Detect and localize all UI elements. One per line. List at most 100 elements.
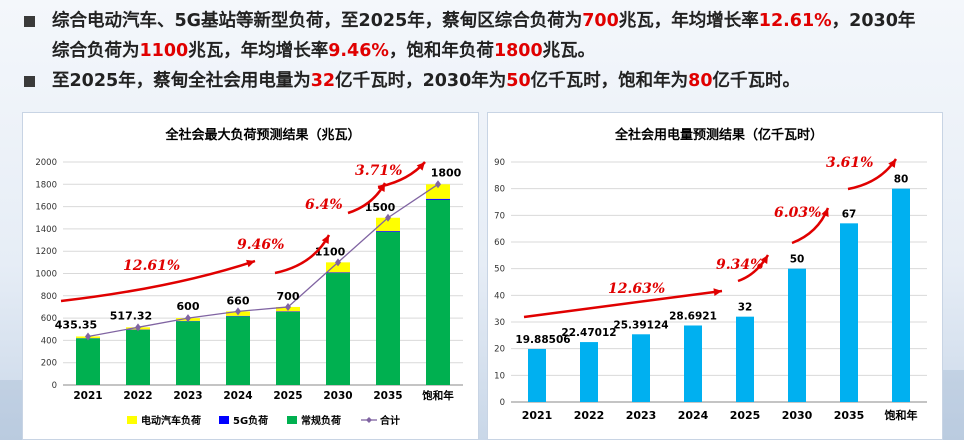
data-label: 19.88506 <box>515 334 570 346</box>
total-line-marker <box>235 307 241 316</box>
bar-5g-load <box>426 198 450 200</box>
y-tick-label: 1600 <box>35 203 57 213</box>
bullet-square-icon <box>24 76 35 87</box>
bullet-text-load: 综合电动汽车、5G基站等新型负荷，至2025年，蔡甸区综合负荷为700兆瓦，年均… <box>52 11 915 61</box>
growth-arrowhead <box>246 259 255 268</box>
y-tick-label: 20 <box>494 345 505 355</box>
y-tick-label: 50 <box>494 265 505 275</box>
total-line-marker <box>335 258 341 267</box>
total-line <box>87 183 439 338</box>
bullet-load-summary: 综合电动汽车、5G基站等新型负荷，至2025年，蔡甸区综合负荷为700兆瓦，年均… <box>18 6 948 66</box>
x-tick-label: 2022 <box>123 390 152 402</box>
bar-electricity <box>840 223 858 402</box>
y-tick-label: 90 <box>494 158 505 168</box>
y-tick-label: 2000 <box>35 158 57 168</box>
y-tick-label: 40 <box>494 291 505 301</box>
y-tick-label: 1200 <box>35 247 57 257</box>
data-label: 1500 <box>365 201 396 214</box>
bar-regular-load <box>176 321 200 385</box>
x-tick-label: 2025 <box>273 390 302 402</box>
growth-arrowhead <box>888 159 896 168</box>
bar-regular-load <box>76 338 100 385</box>
electricity-forecast-chart: 全社会用电量预测结果（亿千瓦时）010203040506070809020211… <box>494 127 927 422</box>
legend-ev-label: 电动汽车负荷 <box>141 414 201 427</box>
bar-electricity <box>528 348 546 402</box>
data-label: 1100 <box>315 245 346 258</box>
data-label: 517.32 <box>110 309 152 322</box>
growth-arrow <box>523 289 723 319</box>
data-label: 25.39124 <box>613 319 668 331</box>
bar-5g-load <box>276 311 300 312</box>
x-tick-label: 2035 <box>373 390 402 402</box>
bar-regular-load <box>426 199 450 385</box>
legend-regular-swatch <box>287 416 297 424</box>
y-tick-label: 1400 <box>35 225 57 235</box>
y-tick-label: 60 <box>494 238 505 248</box>
bar-regular-load <box>326 273 350 385</box>
bar-electricity <box>736 316 754 402</box>
growth-arrowhead <box>760 255 768 264</box>
bullet-segment: 综合电动汽车、5G基站等新型负荷，至2025年，蔡甸区综合负荷为 <box>52 11 583 31</box>
bullet-segment: ，饱和年负荷 <box>388 41 494 61</box>
y-tick-label: 0 <box>500 398 505 408</box>
bullet-segment: 综合负荷为 <box>52 41 140 61</box>
bullet-segment: 兆瓦，年均增长率 <box>618 11 759 31</box>
data-label: 1800 <box>431 166 462 179</box>
bar-regular-load <box>226 316 250 385</box>
load-chart-panel: 全社会最大负荷预测结果（兆瓦） 0 200 400 600 800 1000 1200 1400… <box>22 112 479 440</box>
bullet-segment: 亿千瓦时，2030年为 <box>335 71 507 91</box>
y-tick-label: 0 <box>52 381 57 391</box>
bullet-segment: 亿千瓦时，饱和年为 <box>530 71 689 91</box>
x-tick-label: 饱和年 <box>885 408 918 422</box>
y-tick-label: 70 <box>494 211 505 221</box>
total-line-marker <box>285 302 291 311</box>
total-line-marker <box>85 332 91 341</box>
x-tick-label: 2024 <box>223 390 252 402</box>
data-label: 80 <box>894 174 909 186</box>
total-line-marker <box>135 323 141 332</box>
load-forecast-chart: 全社会最大负荷预测结果（兆瓦） 0 200 400 600 800 1000 1200 1400… <box>35 127 463 427</box>
total-line-marker <box>435 180 441 189</box>
bullet-text-electricity: 至2025年，蔡甸全社会用电量为32亿千瓦时，2030年为50亿千瓦时，饱和年为… <box>52 71 800 91</box>
bar-ev-load <box>326 262 350 273</box>
bar-regular-load <box>276 311 300 385</box>
bullet-segment: ，2030年 <box>831 11 916 31</box>
x-tick-label: 饱和年 <box>422 389 454 402</box>
legend-regular-label: 常规负荷 <box>301 414 341 427</box>
growth-rate-label: 3.61% <box>826 155 873 171</box>
summary-bullets: 综合电动汽车、5G基站等新型负荷，至2025年，蔡甸区综合负荷为700兆瓦，年均… <box>18 6 948 96</box>
growth-rate-label: 9.34% <box>716 257 763 273</box>
bar-electricity <box>684 325 702 402</box>
legend-total-marker <box>366 417 372 423</box>
growth-rate-label: 6.4% <box>305 197 343 213</box>
legend-5g-label: 5G负荷 <box>233 414 268 427</box>
legend-ev-swatch <box>127 416 137 424</box>
data-label: 700 <box>277 290 300 303</box>
bar-electricity <box>788 268 806 402</box>
electricity-chart-panel: 全社会用电量预测结果（亿千瓦时） 0 10 20 30 40 50 60 70 80 90 2021 1… <box>487 112 943 440</box>
highlight-value: 12.61% <box>758 11 832 31</box>
legend-5g-swatch <box>219 416 229 424</box>
x-tick-label: 2035 <box>834 409 865 422</box>
x-tick-label: 2022 <box>574 409 605 422</box>
y-tick-label: 10 <box>494 371 505 381</box>
bar-electricity <box>632 334 650 402</box>
bullet-segment: 兆瓦，年均增长率 <box>188 41 329 61</box>
x-tick-label: 2023 <box>173 390 202 402</box>
highlight-value: 80 <box>688 71 713 91</box>
data-label: 600 <box>177 300 200 313</box>
data-label: 50 <box>790 254 805 266</box>
y-tick-label: 400 <box>41 336 57 346</box>
y-tick-label: 1000 <box>35 270 57 280</box>
total-line-marker <box>385 213 391 222</box>
growth-rate-label: 9.46% <box>237 237 284 253</box>
bar-electricity <box>892 188 910 402</box>
x-tick-label: 2030 <box>782 409 813 422</box>
y-tick-label: 200 <box>41 359 57 369</box>
bar-regular-load <box>126 329 150 385</box>
highlight-value: 32 <box>310 71 336 91</box>
growth-rate-label: 12.61% <box>123 258 180 274</box>
highlight-value: 1800 <box>493 41 543 61</box>
bar-regular-load <box>376 232 400 385</box>
growth-rate-label: 3.71% <box>355 163 402 179</box>
